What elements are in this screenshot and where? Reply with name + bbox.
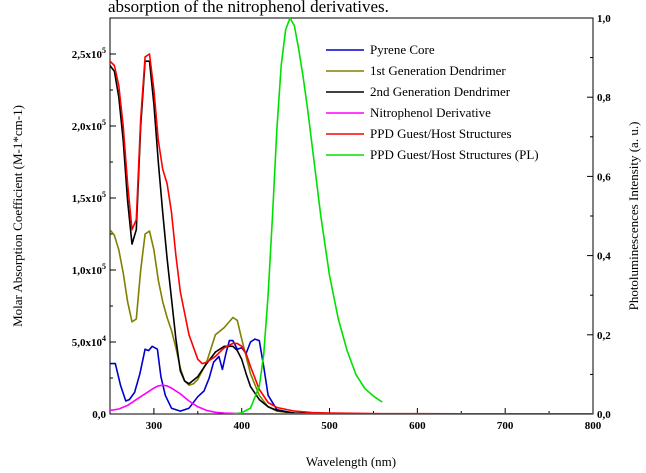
series-line-6 xyxy=(232,18,383,414)
x-tick-label: 700 xyxy=(497,420,514,432)
legend-entry: Pyrene Core xyxy=(370,42,435,57)
y-tick-mantissa: 1,5x10 xyxy=(72,193,103,205)
y-tick-exponent: 5 xyxy=(102,118,106,127)
y2-tick-label: 0,6 xyxy=(597,171,611,183)
caption: absorption of the nitrophenol derivative… xyxy=(108,0,389,16)
x-axis-label: Wavelength (nm) xyxy=(306,454,396,469)
y-tick-exponent: 5 xyxy=(102,262,106,271)
x-tick-label: 300 xyxy=(146,420,163,432)
legend: Pyrene Core 1st Generation Dendrimer 2nd G… xyxy=(326,42,539,162)
y-tick-mantissa: 2,5x10 xyxy=(72,49,103,61)
legend-entry: PPD Guest/Host Structures xyxy=(370,126,512,141)
y-tick-exponent: 5 xyxy=(102,190,106,199)
y-tick-exponent: 4 xyxy=(102,334,106,343)
x-tick-label: 600 xyxy=(409,420,426,432)
y-tick-label: 1,5x105 xyxy=(72,190,106,205)
series-line-3 xyxy=(110,60,593,414)
legend-entry: PPD Guest/Host Structures (PL) xyxy=(370,147,539,162)
y-axis-label: Molar Absorption Coefficient (M-1*cm-1) xyxy=(10,105,25,327)
y-tick-mantissa: 1,0x10 xyxy=(72,265,103,277)
series-line-4 xyxy=(110,384,593,414)
legend-entry: 2nd Generation Dendrimer xyxy=(370,84,511,99)
legend-entry: Nitrophenol Derivative xyxy=(370,105,491,120)
series-line-5 xyxy=(110,53,593,414)
series-layer xyxy=(110,18,593,414)
y-axis-right: 0,0 0,2 0,4 0,6 0,8 1,0 xyxy=(587,13,611,421)
y2-tick-label: 0,0 xyxy=(597,409,611,421)
y-tick-exponent: 5 xyxy=(102,46,106,55)
y-tick-label: 2,0x105 xyxy=(72,118,106,133)
y-tick-label: 1,0x105 xyxy=(72,262,106,277)
y2-tick-label: 0,4 xyxy=(597,251,611,263)
series-line-2 xyxy=(110,229,593,414)
x-tick-label: 800 xyxy=(585,420,602,432)
legend-entry: 1st Generation Dendrimer xyxy=(370,63,506,78)
y-tick-mantissa: 0,0 xyxy=(92,409,106,421)
y-tick-mantissa: 2,0x10 xyxy=(72,121,103,133)
plot-area xyxy=(109,17,594,415)
y-tick-label: 2,5x105 xyxy=(72,46,106,61)
y-tick-label: 0,0 xyxy=(92,409,106,421)
y2-tick-label: 0,2 xyxy=(597,330,611,342)
y2-axis-label: Photoluminescences Intensity (a. u.) xyxy=(626,122,641,311)
y2-tick-label: 0,8 xyxy=(597,92,611,104)
x-axis: 300 400 500 600 700 800 xyxy=(109,408,602,432)
x-tick-label: 400 xyxy=(233,420,250,432)
y-tick-label: 5,0x104 xyxy=(72,334,106,349)
x-tick-label: 500 xyxy=(321,420,338,432)
y2-tick-label: 1,0 xyxy=(597,13,611,25)
series-line-1 xyxy=(110,338,593,414)
y-tick-mantissa: 5,0x10 xyxy=(72,337,103,349)
